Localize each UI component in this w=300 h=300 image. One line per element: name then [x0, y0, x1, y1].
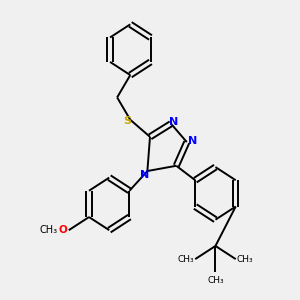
Text: O: O: [58, 225, 68, 235]
Text: N: N: [140, 170, 149, 180]
Text: N: N: [188, 136, 197, 146]
Text: N: N: [169, 117, 178, 127]
Text: CH₃: CH₃: [237, 255, 253, 264]
Text: S: S: [124, 116, 132, 126]
Text: CH₃: CH₃: [178, 255, 194, 264]
Text: CH₃: CH₃: [207, 276, 224, 285]
Text: CH₃: CH₃: [40, 225, 58, 235]
